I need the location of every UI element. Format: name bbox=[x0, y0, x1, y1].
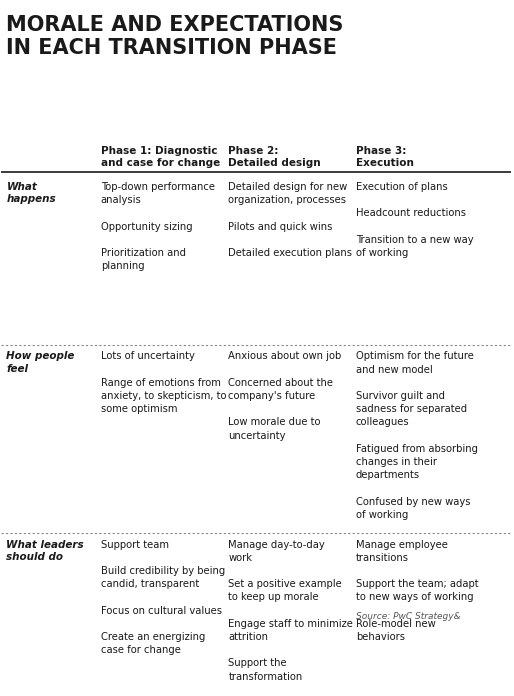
Text: Execution of plans

Headcount reductions

Transition to a new way
of working: Execution of plans Headcount reductions … bbox=[356, 182, 473, 258]
Text: What
happens: What happens bbox=[7, 182, 56, 205]
Text: What leaders
should do: What leaders should do bbox=[7, 539, 84, 562]
Text: MORALE AND EXPECTATIONS
IN EACH TRANSITION PHASE: MORALE AND EXPECTATIONS IN EACH TRANSITI… bbox=[7, 15, 344, 58]
Text: Phase 1: Diagnostic
and case for change: Phase 1: Diagnostic and case for change bbox=[101, 145, 220, 168]
Text: Phase 2:
Detailed design: Phase 2: Detailed design bbox=[228, 145, 321, 168]
Text: Top-down performance
analysis

Opportunity sizing

Prioritization and
planning: Top-down performance analysis Opportunit… bbox=[101, 182, 215, 271]
Text: Support team

Build credibility by being
candid, transparent

Focus on cultural : Support team Build credibility by being … bbox=[101, 539, 225, 655]
Text: Manage employee
transitions

Support the team; adapt
to new ways of working

Rol: Manage employee transitions Support the … bbox=[356, 539, 479, 642]
Text: Phase 3:
Execution: Phase 3: Execution bbox=[356, 145, 414, 168]
Text: How people
feel: How people feel bbox=[7, 351, 75, 374]
Text: Detailed design for new
organization, processes

Pilots and quick wins

Detailed: Detailed design for new organization, pr… bbox=[228, 182, 353, 258]
Text: Optimism for the future
and new model

Survivor guilt and
sadness for separated
: Optimism for the future and new model Su… bbox=[356, 351, 478, 520]
Text: Manage day-to-day
work

Set a positive example
to keep up morale

Engage staff t: Manage day-to-day work Set a positive ex… bbox=[228, 539, 353, 681]
Text: Lots of uncertainty

Range of emotions from
anxiety, to skepticism, to
some opti: Lots of uncertainty Range of emotions fr… bbox=[101, 351, 226, 414]
Text: Anxious about own job

Concerned about the
company's future

Low morale due to
u: Anxious about own job Concerned about th… bbox=[228, 351, 342, 441]
Text: Source: PwC Strategy&: Source: PwC Strategy& bbox=[356, 612, 461, 622]
